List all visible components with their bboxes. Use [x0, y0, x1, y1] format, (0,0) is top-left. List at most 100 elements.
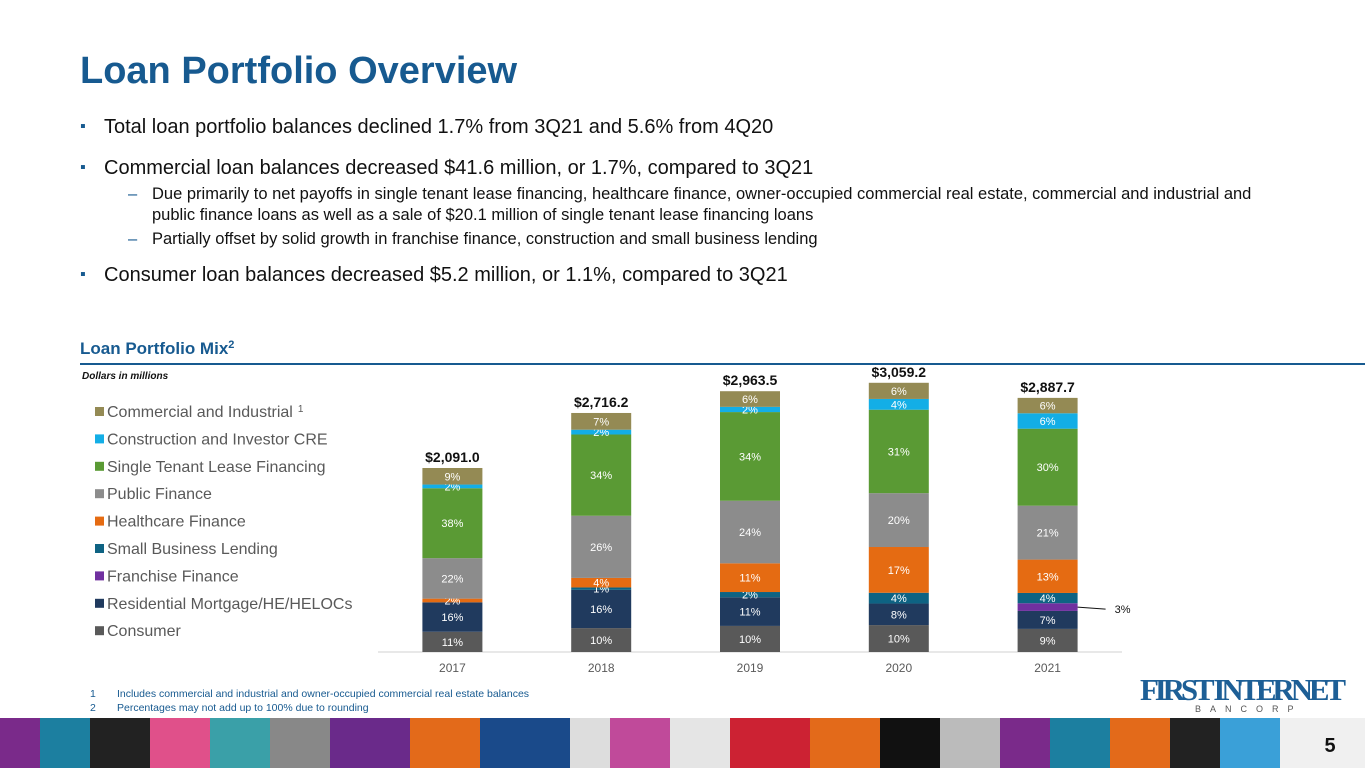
- chart-title-note: 2: [228, 339, 234, 351]
- data-label: 11%: [739, 607, 760, 619]
- total-label: $2,963.5: [723, 372, 778, 388]
- data-label: 4%: [1040, 593, 1056, 605]
- bottom-strip: [0, 718, 1365, 768]
- footnote-text: Includes commercial and industrial and o…: [117, 688, 530, 700]
- logo-name: FIRST INTERNET: [1140, 672, 1346, 707]
- bar-segment: [422, 602, 483, 632]
- total-label: $2,887.7: [1020, 379, 1075, 395]
- legend-label: Construction and Investor CRE: [107, 431, 328, 448]
- total-label: $2,091.0: [425, 449, 480, 465]
- data-label: 9%: [444, 471, 460, 483]
- data-label: 22%: [441, 573, 463, 585]
- bar-segment: [868, 592, 929, 604]
- bar-segment: [571, 628, 632, 652]
- data-label: 24%: [739, 527, 761, 539]
- bar-segment: [1017, 603, 1078, 611]
- footnote: 2 Percentages may not add up to 100% due …: [90, 702, 529, 714]
- bar-segment: [720, 406, 780, 413]
- legend-text: Commercial and Industrial: [107, 404, 293, 421]
- sub-bullet-list: Due primarily to net payoffs in single t…: [104, 184, 1280, 250]
- legend-note: 1: [298, 404, 304, 415]
- x-tick-label: 2017: [439, 661, 466, 675]
- data-label: 7%: [593, 416, 609, 428]
- bar-segment: [422, 488, 483, 559]
- data-label: 11%: [739, 573, 760, 585]
- bar-segment: [720, 597, 780, 626]
- bar-segment: [571, 589, 632, 629]
- bar-segment: [720, 391, 780, 407]
- x-tick-label: 2020: [885, 661, 912, 675]
- chart-title: Loan Portfolio Mix2: [80, 339, 234, 358]
- legend-text: Small Business Lending: [107, 541, 278, 558]
- data-label: 8%: [891, 609, 907, 621]
- sub-bullet: Due primarily to net payoffs in single t…: [128, 184, 1280, 225]
- bar-segment: [1017, 428, 1078, 506]
- legend-swatch: [95, 461, 104, 471]
- bar-segment: [720, 500, 780, 564]
- footnote-number: 2: [90, 702, 96, 714]
- data-label: 6%: [1040, 416, 1056, 428]
- chart-subtitle: Dollars in millions: [82, 371, 169, 382]
- bar-segment: [1017, 592, 1078, 604]
- data-label: 17%: [888, 565, 910, 577]
- bar-segment: [1017, 505, 1078, 560]
- bar-segment: [1017, 628, 1078, 652]
- bar-segment: [868, 603, 929, 626]
- data-label: 26%: [590, 542, 612, 554]
- bar-segment: [1017, 559, 1078, 593]
- legend-text: Consumer: [107, 623, 181, 640]
- legend-label: Consumer: [107, 623, 181, 640]
- bar-segment: [868, 409, 929, 494]
- bar-segment: [422, 631, 483, 652]
- bar-segment: [422, 598, 483, 603]
- legend-text: Franchise Finance: [107, 568, 239, 585]
- legend-swatch: [95, 544, 104, 553]
- slide-title: Loan Portfolio Overview: [80, 50, 518, 92]
- bar-segment: [720, 412, 780, 501]
- bullet: Commercial loan balances decreased $41.6…: [80, 157, 1280, 250]
- bar-segment: [571, 515, 632, 578]
- bar-segment: [868, 625, 929, 652]
- sub-bullet: Partially offset by solid growth in fran…: [128, 229, 1280, 250]
- data-label: 9%: [1040, 635, 1056, 647]
- page-number: 5: [1324, 735, 1335, 757]
- data-label: 20%: [888, 515, 910, 527]
- data-label: 4%: [593, 578, 609, 590]
- legend-text: Residential Mortgage/HE/HELOCs: [107, 596, 352, 613]
- legend-text: Healthcare Finance: [107, 514, 246, 531]
- bar-segment: [868, 398, 929, 410]
- bar-segment: [571, 577, 632, 588]
- chart-title-text: Loan Portfolio Mix: [80, 339, 229, 358]
- total-label: $2,716.2: [574, 394, 629, 410]
- legend-swatch: [95, 516, 104, 526]
- bar-segment: [571, 434, 632, 516]
- footnote-text: Percentages may not add up to 100% due t…: [117, 702, 369, 714]
- bar-segment: [720, 563, 780, 593]
- data-label: 4%: [891, 399, 907, 411]
- legend-text: Single Tenant Lease Financing: [107, 459, 326, 476]
- bar-segment: [868, 493, 929, 548]
- bar-segment: [571, 412, 632, 430]
- data-label: 34%: [590, 470, 612, 482]
- bar-segment: [422, 558, 483, 599]
- legend-label: Residential Mortgage/HE/HELOCs: [107, 596, 352, 613]
- legend-label: Small Business Lending: [107, 541, 278, 558]
- data-label: 4%: [891, 593, 907, 605]
- bar-segment: [868, 547, 929, 593]
- data-label: 10%: [739, 634, 761, 646]
- bar-segment: [571, 587, 632, 590]
- footnotes: 1 Includes commercial and industrial and …: [90, 688, 529, 716]
- data-label: 38%: [441, 518, 463, 530]
- bar-segment: [422, 467, 483, 485]
- legend-label: Healthcare Finance: [107, 514, 246, 531]
- legend-label: Single Tenant Lease Financing: [107, 459, 326, 476]
- footnote-number: 1: [90, 688, 96, 700]
- bar-segment: [1017, 413, 1078, 429]
- bar-segment: [720, 625, 780, 652]
- legend-swatch: [95, 626, 104, 636]
- bullet-list: Total loan portfolio balances declined 1…: [80, 116, 1280, 305]
- bullet: Consumer loan balances decreased $5.2 mi…: [80, 264, 1280, 287]
- data-label: 6%: [1040, 401, 1056, 413]
